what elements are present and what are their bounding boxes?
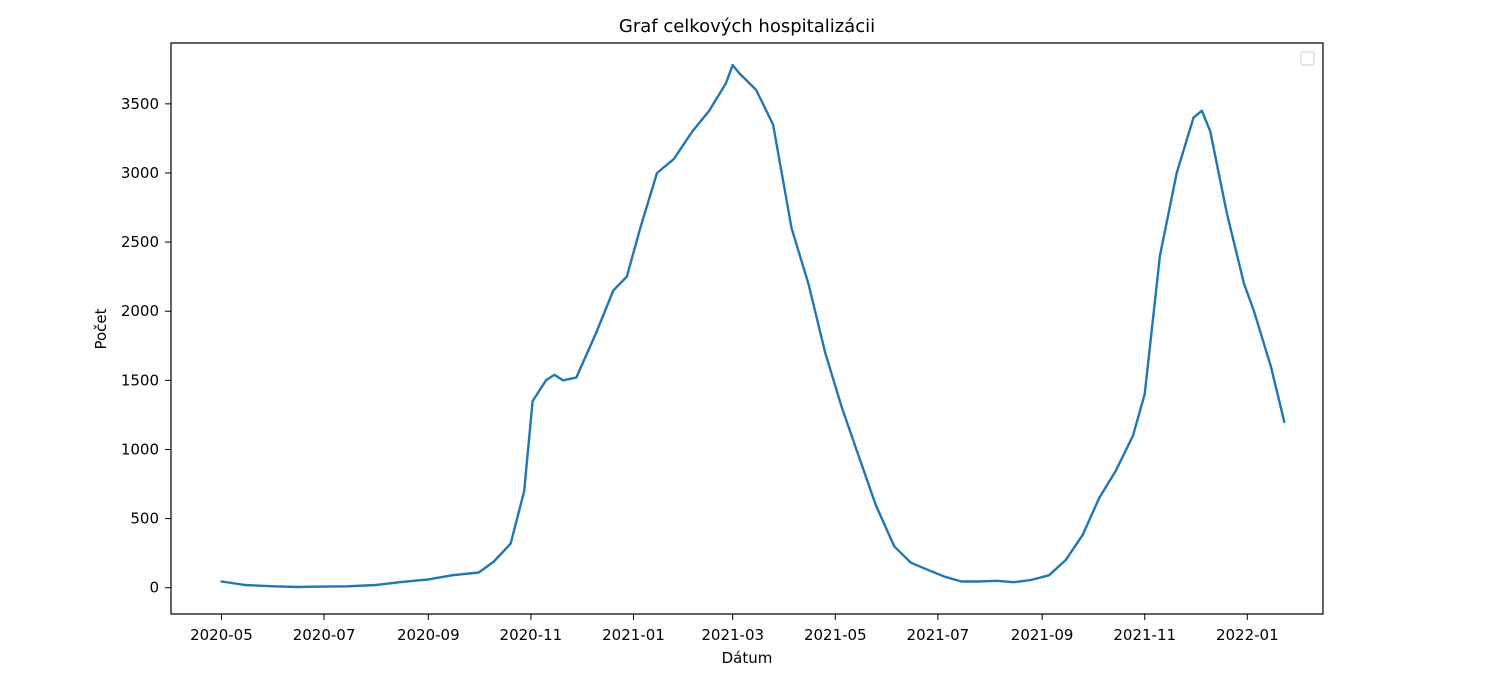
y-tick-label: 2500 [121, 233, 159, 251]
axis-ticks: 2020-05 2020-07 2020-09 2020-11 2021-01 2021-… [121, 95, 1279, 644]
chart-title: Graf celkových hospitalizácii [619, 16, 875, 37]
legend-box [1300, 51, 1315, 66]
x-tick-label: 2021-05 [804, 626, 867, 644]
x-tick-label: 2021-03 [701, 626, 764, 644]
x-tick-label: 2021-11 [1113, 626, 1176, 644]
plot-frame [170, 42, 1324, 615]
series-line [220, 63, 1286, 589]
y-tick-label: 3500 [121, 95, 159, 113]
y-tick-label: 0 [149, 579, 159, 597]
x-tick-label: 2020-09 [397, 626, 460, 644]
x-tick-label: 2021-09 [1011, 626, 1074, 644]
y-tick-label: 1500 [121, 371, 159, 389]
x-axis-label: Dátum [722, 649, 773, 667]
x-tick-label: 2022-01 [1216, 626, 1279, 644]
x-tick-label: 2021-07 [907, 626, 970, 644]
y-tick-label: 500 [130, 510, 159, 528]
x-tick-label: 2021-01 [602, 626, 665, 644]
x-tick-label: 2020-11 [500, 626, 563, 644]
y-tick-label: 2000 [121, 302, 159, 320]
y-axis-label: Počet [92, 308, 110, 349]
x-tick-label: 2020-07 [293, 626, 356, 644]
y-tick-label: 1000 [121, 440, 159, 458]
y-tick-label: 3000 [121, 164, 159, 182]
x-tick-label: 2020-05 [190, 626, 253, 644]
